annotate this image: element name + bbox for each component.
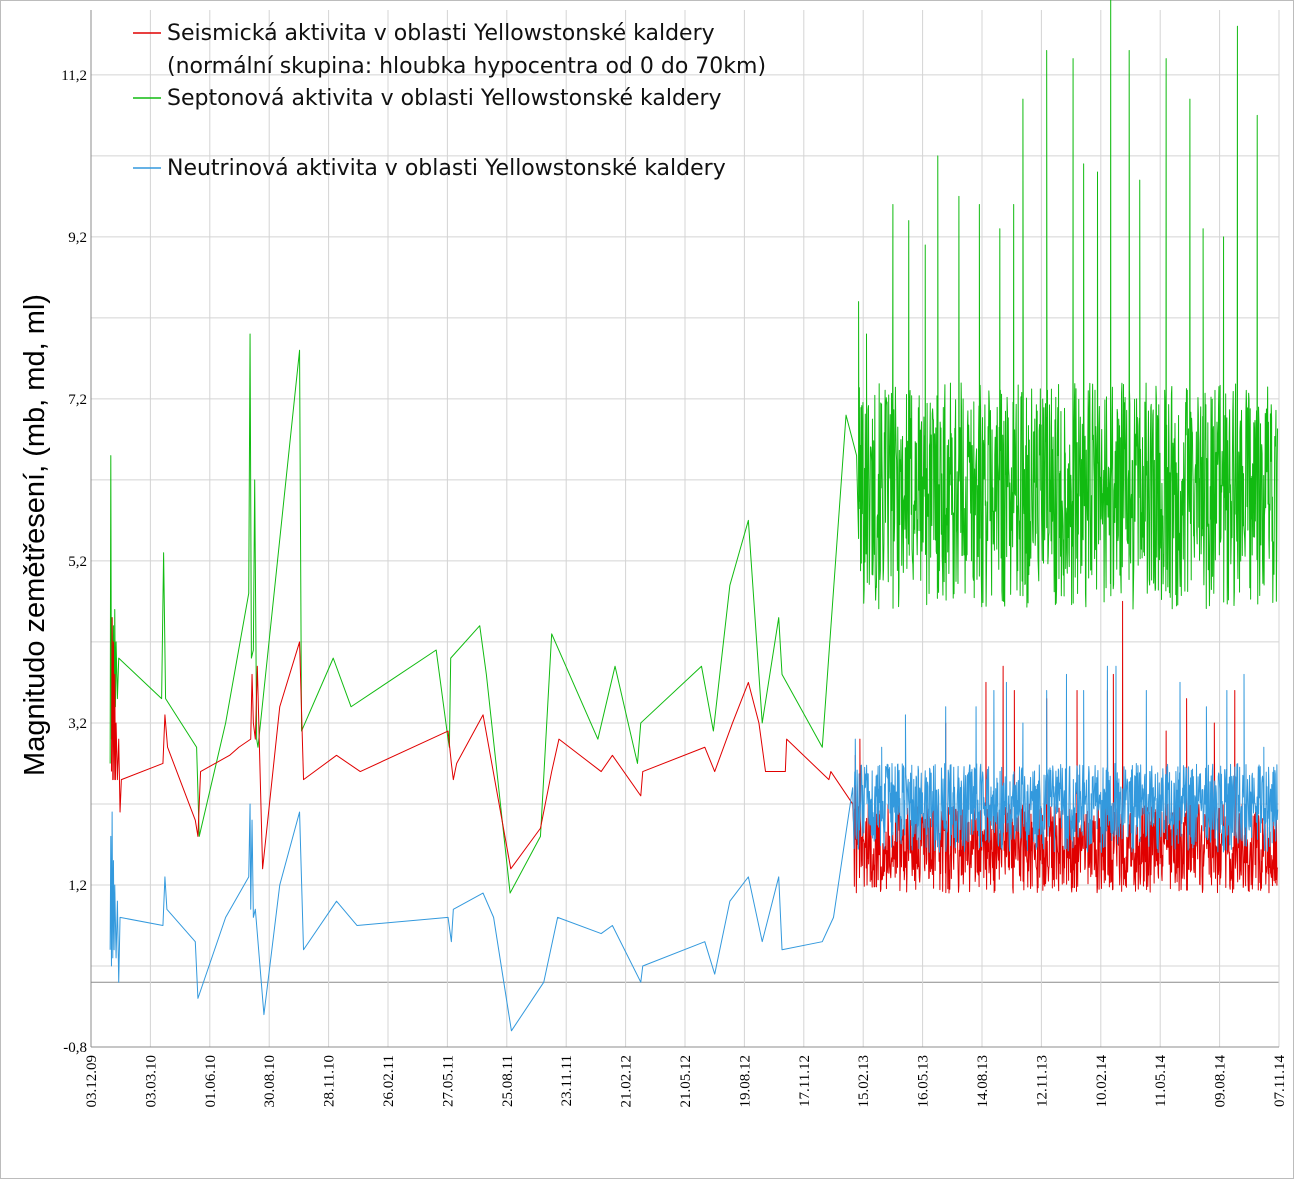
x-tick-label: 11.05.14 [1153,1055,1169,1107]
x-tick-label: 25.08.11 [500,1055,516,1107]
series-layer [109,0,1279,1032]
x-tick-label: 21.02.12 [619,1055,635,1108]
legend-label-seismic: Seismická aktivita v oblasti Yellowstons… [167,21,715,46]
x-tick-label: 26.02.11 [381,1055,397,1107]
x-tick-label: 10.02.14 [1094,1055,1110,1108]
x-tick-label: 30.08.10 [262,1055,278,1108]
x-tick-label: 14.08.13 [975,1055,991,1108]
y-tick-label: 7,2 [68,392,87,408]
x-tick-label: 15.02.13 [856,1055,872,1108]
legend-label-neutrino: Neutrinová aktivita v oblasti Yellowston… [167,156,726,181]
legend-label-seismic: (normální skupina: hloubka hypocentra od… [167,54,766,79]
y-tick-label: -0,8 [63,1040,87,1056]
x-tick-label: 21.05.12 [678,1055,694,1108]
x-tick-label: 01.06.10 [203,1055,219,1108]
axis-layer: -0,8 1,2 3,2 5,2 7,2 9,2 11,2 03.12.09 03.03.10 0… [61,10,1288,1108]
y-axis-title: Magnitudo zemětřesení, (mb, md, ml) [19,294,51,776]
y-tick-label: 1,2 [68,878,87,894]
x-tick-label: 19.08.12 [737,1055,753,1108]
y-tick-label: 11,2 [61,68,87,84]
x-tick-label: 28.11.10 [322,1055,338,1107]
x-tick-label: 27.05.11 [440,1055,456,1107]
x-tick-label: 03.03.10 [143,1055,159,1108]
series-line-neutrino [109,665,1279,1032]
series-line-septon [109,0,1279,894]
legend-layer: Seismická aktivita v oblasti Yellowstons… [133,21,766,181]
y-tick-label: 9,2 [68,230,87,246]
x-tick-label: 07.11.14 [1272,1055,1288,1107]
x-tick-label: 09.08.14 [1213,1055,1229,1108]
x-tick-label: 16.05.13 [916,1055,932,1108]
x-tick-label: 12.11.13 [1034,1055,1050,1107]
x-tick-label: 17.11.12 [797,1055,813,1107]
x-tick-label: 03.12.09 [84,1055,100,1108]
legend-label-septon: Septonová aktivita v oblasti Yellowstons… [167,86,722,111]
x-tick-label: 23.11.11 [559,1055,575,1106]
y-tick-label: 5,2 [68,554,87,570]
y-tick-label: 3,2 [68,716,87,732]
